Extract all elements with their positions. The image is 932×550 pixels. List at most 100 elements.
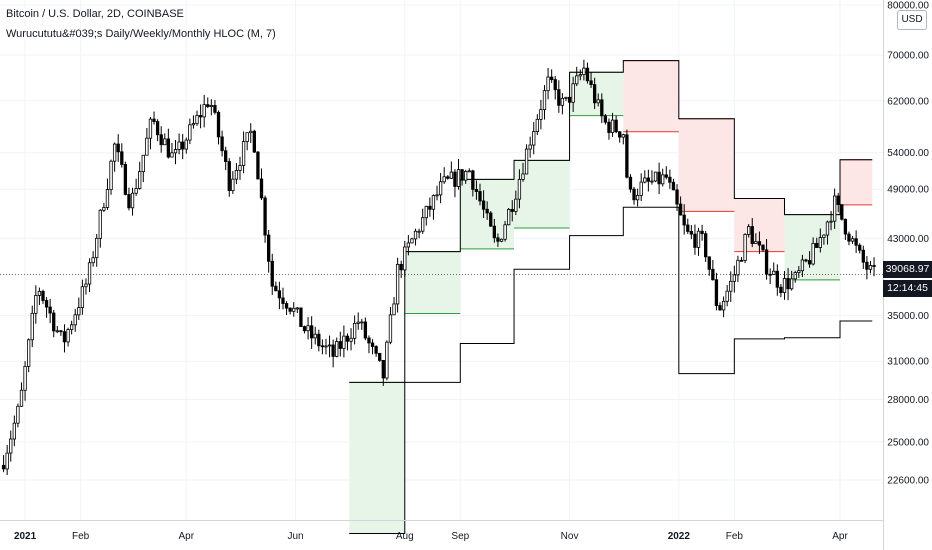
y-tick-label: 35000.00: [887, 311, 929, 322]
candle-body: [553, 79, 557, 91]
y-tick-label: 43000.00: [887, 234, 929, 245]
candle-body: [263, 197, 267, 236]
candle-body: [37, 290, 42, 296]
candle-body: [489, 212, 493, 227]
candle-body: [145, 137, 149, 156]
candle-body: [120, 151, 124, 165]
hloc-fill-zone: [623, 60, 679, 132]
candle-body: [345, 335, 350, 342]
candle-body: [532, 131, 536, 146]
candle-body: [467, 170, 471, 173]
candle-body: [872, 265, 876, 267]
candle-body: [34, 295, 38, 314]
candle-body: [252, 130, 256, 153]
indicator-legend[interactable]: Wurucututu&#039;s Daily/Weekly/Monthly H…: [6, 28, 276, 40]
candle-body: [428, 205, 432, 210]
candle-body: [44, 300, 49, 308]
candle-body: [528, 144, 532, 150]
candle-body: [858, 244, 862, 251]
candle-body: [668, 176, 672, 183]
candle-body: [442, 176, 446, 183]
candle-body: [736, 259, 740, 276]
candle-body: [98, 209, 102, 239]
hloc-fill-zone: [678, 118, 735, 212]
candle-body: [16, 405, 20, 424]
candle-body: [249, 130, 253, 134]
candle-body: [342, 335, 346, 349]
candle-body: [639, 181, 643, 196]
candle-body: [370, 342, 375, 347]
candle-body: [435, 194, 439, 197]
candle-body: [496, 237, 500, 242]
candle-body: [170, 152, 174, 158]
candle-body: [539, 109, 543, 120]
currency-button[interactable]: USD: [897, 10, 927, 30]
candle-body: [757, 241, 762, 246]
candle-body: [854, 238, 858, 246]
candle-body: [59, 330, 63, 333]
candle-body: [632, 188, 636, 201]
candle-body: [352, 322, 357, 339]
candle-body: [492, 225, 496, 239]
x-tick-label: Apr: [832, 531, 848, 542]
candle-body: [224, 150, 228, 162]
candle-body: [800, 259, 805, 272]
hloc-fill-zone: [569, 72, 624, 116]
candle-body: [5, 452, 9, 470]
candle-body: [202, 104, 206, 118]
candle-body: [804, 259, 808, 262]
candle-body: [575, 75, 579, 85]
candle-body: [607, 121, 611, 133]
hloc-fill-zone: [349, 382, 405, 534]
candle-body: [739, 259, 744, 262]
candle-body: [198, 114, 203, 118]
candle-body: [693, 233, 697, 248]
candle-body: [256, 151, 260, 180]
y-tick-label: 31000.00: [887, 357, 929, 368]
candle-body: [782, 278, 787, 293]
candle-body: [302, 326, 307, 332]
candle-body: [764, 249, 769, 275]
candle-body: [843, 218, 848, 235]
candle-body: [829, 220, 833, 223]
candle-body: [12, 422, 16, 440]
candle-body: [510, 208, 514, 212]
candle-body: [69, 324, 74, 330]
candle-body: [241, 141, 246, 166]
candle-body: [188, 124, 192, 141]
candle-body: [267, 234, 271, 262]
candle-body: [714, 279, 719, 306]
candle-body: [775, 270, 779, 288]
candle-body: [696, 230, 701, 248]
candle-body: [729, 280, 733, 292]
x-tick-label: Jun: [287, 531, 303, 542]
bar-countdown-tag: 12:14:45: [883, 280, 932, 297]
candle-body: [245, 132, 249, 142]
candle-body: [786, 278, 790, 290]
candle-body: [231, 178, 235, 192]
candle-body: [403, 246, 407, 271]
candle-body: [48, 306, 52, 314]
candle-body: [446, 176, 450, 179]
candle-body: [836, 195, 840, 205]
hloc-fill-zone: [840, 159, 873, 205]
candle-body: [66, 329, 70, 343]
candle-body: [481, 200, 486, 210]
candle-body: [116, 143, 120, 153]
candle-body: [87, 262, 92, 285]
candle-body: [374, 346, 378, 354]
candle-body: [453, 171, 457, 187]
candle-body: [292, 307, 296, 312]
candle-body: [181, 141, 185, 150]
candle-body: [206, 104, 210, 107]
candle-body: [861, 249, 865, 263]
hloc-low-line: [349, 206, 873, 535]
candle-body: [184, 139, 188, 150]
candle-body: [507, 208, 511, 226]
candle-body: [102, 207, 106, 211]
candle-body: [614, 119, 618, 133]
x-tick-label: Feb: [726, 531, 744, 542]
candle-body: [259, 178, 264, 199]
candle-body: [485, 208, 489, 214]
